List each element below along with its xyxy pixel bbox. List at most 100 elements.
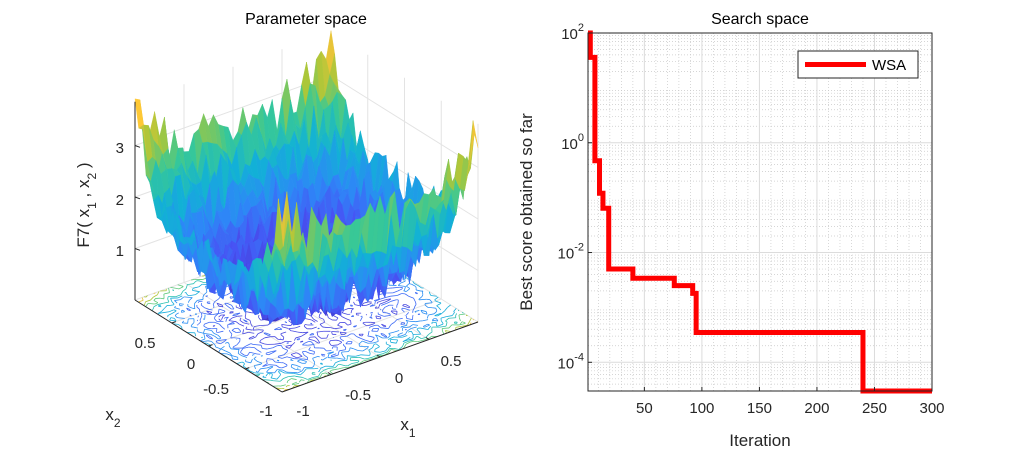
contour-segment — [302, 351, 305, 356]
contour-segment — [229, 330, 233, 335]
contour-segment — [382, 298, 388, 302]
contour-segment — [181, 311, 185, 313]
contour-segment — [231, 328, 235, 331]
contour-segment — [174, 299, 181, 301]
contour-segment — [163, 292, 170, 295]
x1-tick: -0.5 — [345, 387, 371, 404]
contour-segment — [388, 348, 390, 351]
contour-segment — [177, 284, 183, 287]
contour-segment — [375, 315, 381, 318]
contour-segment — [157, 305, 160, 307]
contour-segment — [243, 362, 245, 365]
contour-segment — [345, 318, 351, 321]
contour-segment — [412, 337, 414, 340]
contour-segment — [167, 313, 173, 316]
contour-segment — [402, 326, 410, 329]
contour-segment — [390, 299, 397, 302]
contour-segment — [217, 342, 221, 345]
contour-segment — [393, 348, 399, 350]
contour-segment — [439, 325, 447, 328]
contour-segment — [258, 317, 261, 321]
contour-segment — [392, 286, 400, 289]
contour-segment — [291, 364, 297, 366]
contour-segment — [216, 328, 218, 332]
contour-segment — [347, 323, 351, 326]
contour-segment — [445, 322, 448, 327]
contour-segment — [376, 336, 379, 340]
contour-segment — [374, 306, 377, 309]
contour-segment — [180, 291, 184, 295]
contour-segment — [342, 312, 348, 315]
contour-segment — [436, 318, 439, 322]
contour-segment — [455, 313, 458, 316]
contour-segment — [317, 327, 319, 330]
contour-segment — [328, 351, 334, 355]
contour-segment — [290, 323, 293, 326]
contour-segment — [401, 344, 404, 347]
contour-segment — [321, 372, 326, 375]
contour-segment — [201, 336, 203, 338]
contour-segment — [298, 379, 302, 383]
contour-segment — [386, 350, 389, 353]
contour-segment — [430, 295, 437, 297]
contour-segment — [255, 363, 261, 366]
search-space-plot: Search space 50 100 150 200 250 30010210010-2… — [517, 11, 945, 450]
z-axis-label: F7( x1 , x2 ) — [74, 162, 99, 247]
contour-segment — [197, 315, 199, 318]
contour-segment — [255, 333, 259, 337]
legend[interactable]: WSA — [797, 50, 919, 79]
contour-segment — [257, 371, 259, 373]
contour-segment — [295, 368, 301, 371]
contour-segment — [258, 368, 261, 372]
contour-segment — [233, 307, 235, 310]
contour-segment — [178, 286, 184, 290]
contour-segment — [264, 336, 271, 339]
contour-segment — [388, 338, 390, 340]
contour-segment — [442, 327, 450, 329]
contour-segment — [217, 330, 224, 333]
contour-segment — [331, 331, 333, 335]
contour-segment — [207, 302, 211, 305]
contour-segment — [232, 315, 238, 319]
contour-segment — [313, 363, 315, 367]
contour-segment — [168, 287, 170, 292]
contour-segment — [267, 347, 273, 350]
contour-segment — [200, 315, 203, 318]
contour-segment — [210, 333, 216, 337]
contour-segment — [317, 335, 322, 339]
contour-segment — [246, 368, 251, 372]
contour-segment — [360, 338, 366, 341]
contour-segment — [311, 316, 314, 320]
contour-segment — [238, 353, 243, 357]
x1-tick: -1 — [296, 403, 309, 420]
contour-segment — [237, 327, 241, 332]
contour-segment — [397, 293, 402, 296]
contour-segment — [403, 340, 409, 344]
contour-segment — [211, 330, 215, 334]
contour-segment — [298, 353, 302, 357]
contour-segment — [254, 325, 261, 327]
contour-segment — [416, 329, 420, 333]
contour-segment — [398, 346, 403, 350]
contour-segment — [205, 286, 207, 290]
contour-segment — [250, 323, 252, 325]
contour-segment — [180, 296, 184, 300]
contour-segment — [262, 365, 264, 367]
contour-segment — [295, 336, 302, 339]
contour-segment — [396, 339, 398, 344]
contour-segment — [250, 343, 254, 345]
contour-segment — [157, 302, 164, 305]
contour-segment — [351, 315, 353, 317]
contour-segment — [422, 312, 428, 315]
contour-segment — [232, 344, 238, 348]
contour-segment — [380, 333, 384, 335]
contour-segment — [341, 316, 347, 319]
contour-segment — [379, 350, 386, 353]
x-tick-label: 150 — [747, 400, 772, 417]
contour-segment — [289, 344, 293, 349]
contour-segment — [300, 371, 305, 375]
left-title: Parameter space — [245, 11, 367, 28]
contour-segment — [295, 364, 301, 368]
contour-segment — [403, 286, 406, 291]
contour-segment — [369, 335, 375, 338]
